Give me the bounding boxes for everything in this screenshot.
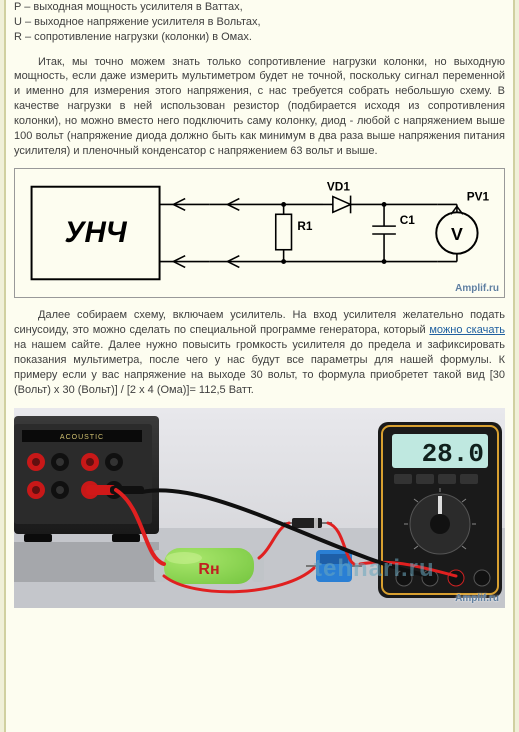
resistor-label: Rн (198, 561, 219, 578)
watermark-2: Amplif.ru (455, 593, 499, 604)
circuit-svg: УНЧ R1 (14, 168, 505, 298)
para2-tail: на нашем сайте. Далее нужно повысить гро… (14, 339, 505, 396)
def-r: R – сопротивление нагрузки (колонки) в О… (14, 30, 505, 45)
svg-text:ACOUSTIC: ACOUSTIC (60, 434, 104, 441)
unch-label: УНЧ (64, 216, 127, 249)
def-u: U – выходное напряжение усилителя в Воль… (14, 15, 505, 30)
paragraph-2: Далее собираем схему, включаем усилитель… (14, 308, 505, 397)
meter-reading: 28.0 (422, 439, 484, 469)
r1-label: R1 (297, 219, 313, 233)
paragraph-1: Итак, мы точно можем знать только сопрот… (14, 55, 505, 159)
vd1-label: VD1 (327, 180, 350, 194)
def-p: P – выходная мощность усилителя в Ваттах… (14, 0, 505, 15)
watermark-1: Amplif.ru (455, 283, 499, 294)
circuit-figure: УНЧ R1 (14, 168, 505, 298)
v-label: V (451, 224, 463, 244)
c1-label: C1 (400, 214, 416, 228)
photo-wm: tehnari.ru (314, 555, 435, 582)
photo-svg: ACOUSTIC (14, 408, 505, 608)
download-link[interactable]: можно скачать (429, 324, 505, 336)
photo-figure: ACOUSTIC (14, 408, 505, 608)
pv1-label: PV1 (467, 190, 490, 204)
